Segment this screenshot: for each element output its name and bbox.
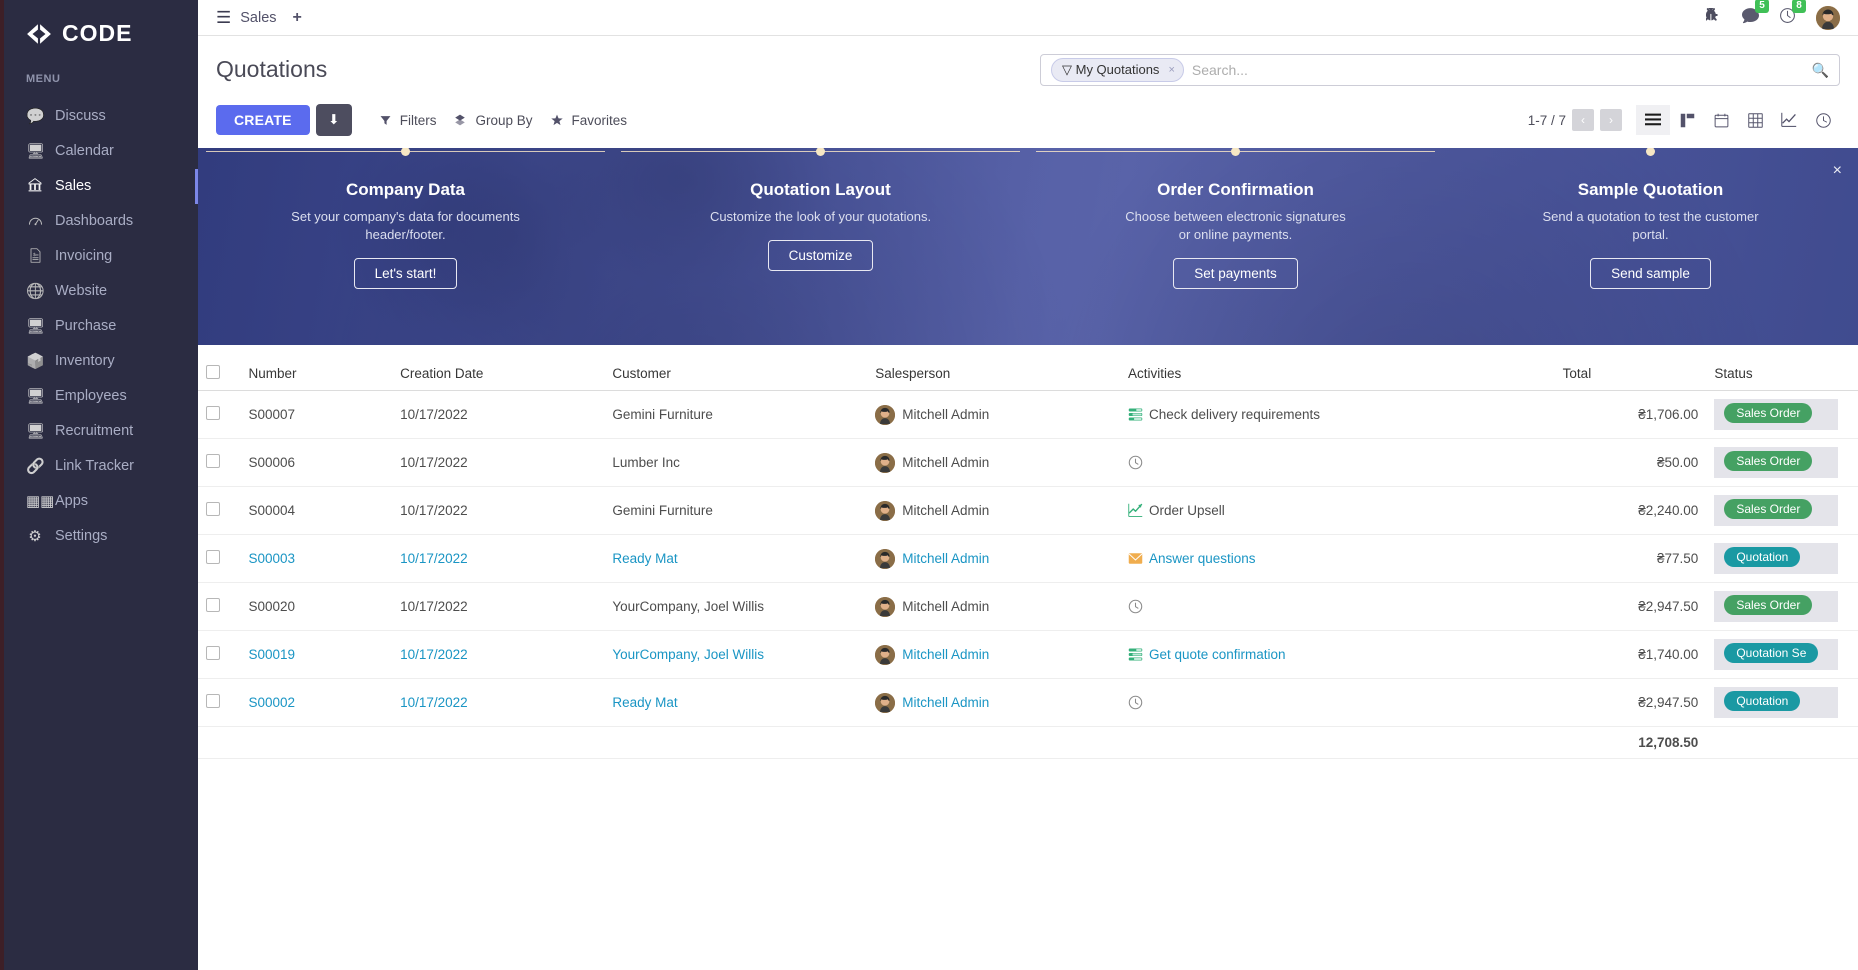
svg-text:$: $ bbox=[33, 251, 36, 256]
